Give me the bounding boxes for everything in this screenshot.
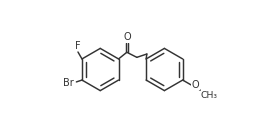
Text: O: O (192, 80, 199, 90)
Text: Br: Br (63, 78, 74, 88)
Text: O: O (123, 32, 131, 42)
Text: F: F (75, 41, 81, 51)
Text: CH₃: CH₃ (201, 91, 218, 100)
